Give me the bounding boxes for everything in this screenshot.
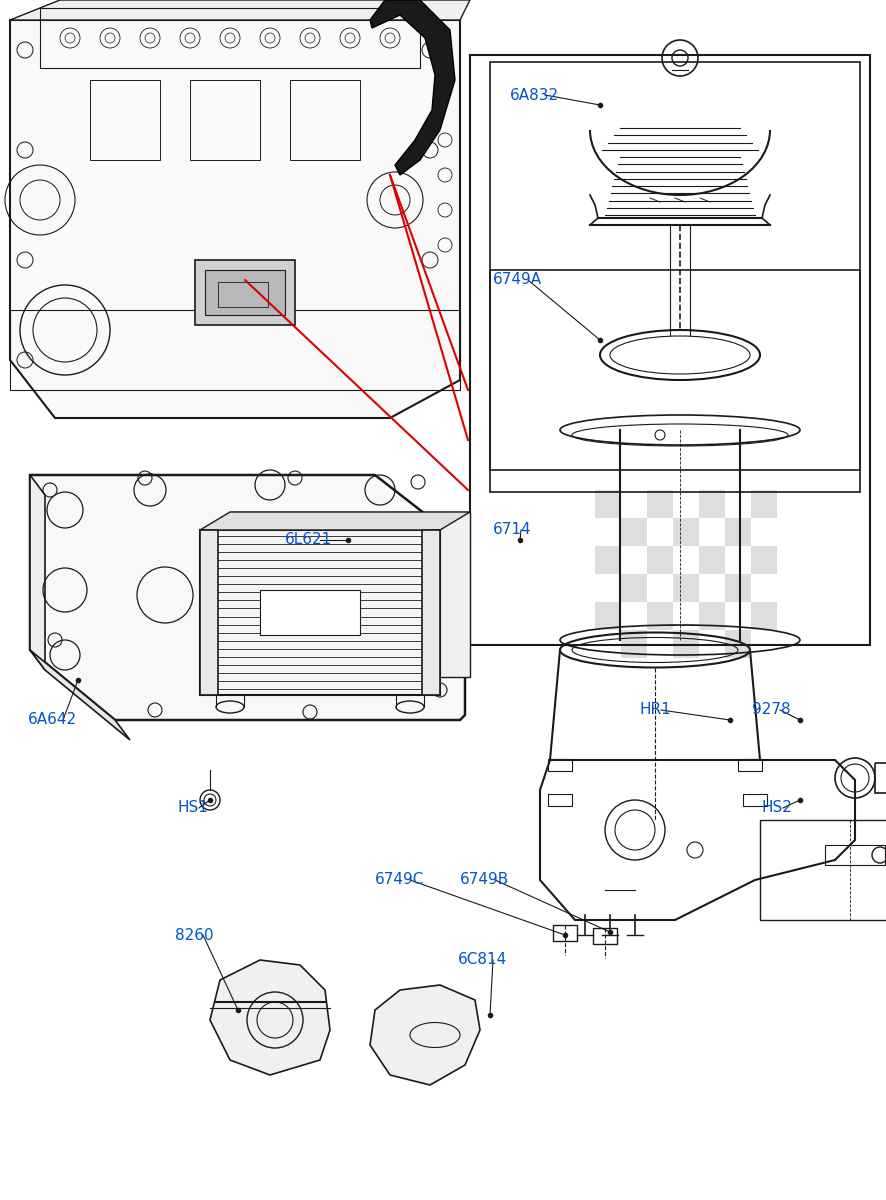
Bar: [621, 630, 647, 658]
Bar: [548, 758, 572, 770]
Text: 6C814: 6C814: [458, 953, 508, 967]
Bar: [647, 490, 673, 518]
Bar: [40, 8, 420, 68]
Bar: [422, 530, 440, 695]
Bar: [553, 925, 577, 941]
Bar: [190, 80, 260, 160]
Text: 6A642: 6A642: [28, 713, 77, 727]
Text: scuderia: scuderia: [144, 590, 437, 649]
Bar: [738, 758, 762, 770]
Text: 6L621: 6L621: [285, 533, 332, 547]
Polygon shape: [10, 20, 460, 418]
Bar: [490, 270, 860, 470]
Bar: [200, 530, 218, 695]
Bar: [743, 794, 767, 806]
Polygon shape: [30, 475, 45, 670]
Bar: [673, 630, 699, 658]
Bar: [621, 518, 647, 546]
Bar: [10, 310, 460, 390]
Polygon shape: [230, 512, 470, 677]
Text: 6A832: 6A832: [510, 88, 559, 102]
Bar: [699, 602, 725, 630]
Bar: [647, 602, 673, 630]
Text: HS1: HS1: [178, 800, 209, 816]
Bar: [751, 546, 777, 574]
Polygon shape: [210, 960, 330, 1075]
Polygon shape: [30, 650, 130, 740]
Bar: [260, 590, 360, 635]
Polygon shape: [200, 512, 470, 530]
Bar: [290, 80, 360, 160]
Text: c a r   p a r t s: c a r p a r t s: [183, 650, 397, 679]
Bar: [825, 845, 885, 865]
Text: 9278: 9278: [752, 702, 790, 718]
Bar: [205, 270, 285, 314]
Bar: [470, 55, 870, 646]
Bar: [200, 530, 440, 695]
Text: 8260: 8260: [175, 928, 214, 942]
Text: 6749B: 6749B: [460, 872, 509, 888]
Text: 6749C: 6749C: [375, 872, 424, 888]
Bar: [725, 630, 751, 658]
Bar: [673, 574, 699, 602]
Bar: [699, 546, 725, 574]
Bar: [548, 794, 572, 806]
Text: 6749A: 6749A: [493, 272, 542, 288]
Bar: [595, 602, 621, 630]
Bar: [875, 763, 886, 793]
Bar: [595, 490, 621, 518]
Polygon shape: [370, 0, 455, 175]
Text: HR1: HR1: [640, 702, 672, 718]
Bar: [218, 282, 268, 307]
Bar: [593, 928, 617, 944]
Text: HS2: HS2: [762, 800, 793, 816]
Polygon shape: [370, 985, 480, 1085]
Bar: [751, 602, 777, 630]
Bar: [490, 62, 860, 492]
Bar: [621, 574, 647, 602]
Bar: [195, 260, 295, 325]
Bar: [751, 490, 777, 518]
Bar: [725, 518, 751, 546]
Bar: [90, 80, 160, 160]
Polygon shape: [10, 0, 470, 20]
Bar: [647, 546, 673, 574]
Bar: [760, 820, 886, 920]
Polygon shape: [30, 475, 465, 720]
Bar: [673, 518, 699, 546]
Bar: [725, 574, 751, 602]
Bar: [699, 490, 725, 518]
Text: 6714: 6714: [493, 522, 532, 538]
Bar: [595, 546, 621, 574]
